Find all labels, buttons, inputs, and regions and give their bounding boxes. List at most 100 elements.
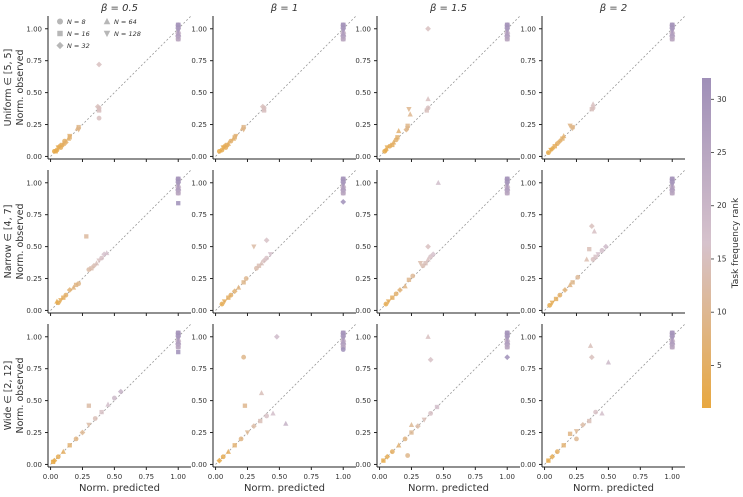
- data-point: [406, 107, 412, 113]
- x-axis-label: Norm. predicted: [244, 483, 325, 494]
- x-tick-label: 1.00: [170, 473, 186, 481]
- data-point: [340, 187, 347, 194]
- data-point: [175, 330, 181, 336]
- data-point: [92, 416, 98, 421]
- x-tick-label: 0.75: [468, 473, 484, 481]
- colorbar-tick-label: 30: [717, 95, 727, 104]
- data-point: [425, 243, 431, 250]
- panel-r0-c0: 0.00 0.25 0.50 0.75 1.00: [26, 15, 192, 162]
- colorbar-tick-label: 10: [717, 308, 727, 317]
- data-point: [62, 139, 69, 146]
- y-tick-label: 1.00: [191, 333, 207, 341]
- data-point: [599, 410, 605, 416]
- cluster-at-one: [669, 176, 676, 196]
- legend-entry: N = 8: [57, 18, 86, 26]
- y-tick-label: 0.00: [520, 307, 536, 315]
- data-point: [99, 255, 105, 261]
- data-point: [396, 128, 402, 134]
- data-point: [225, 448, 231, 454]
- x-tick-label: 0.25: [569, 473, 585, 481]
- y-tick-label: 0.25: [355, 275, 371, 283]
- y-tick-label: 0.25: [520, 275, 536, 283]
- data-point: [225, 140, 231, 146]
- data-point: [216, 457, 223, 464]
- y-tick-label: 0.00: [26, 153, 42, 161]
- data-point: [545, 150, 551, 156]
- x-tick-label: 0.25: [240, 473, 256, 481]
- data-point: [283, 420, 289, 426]
- y-tick-label: 0.75: [26, 211, 42, 219]
- data-point: [256, 263, 262, 268]
- data-point: [175, 33, 182, 40]
- y-tick-label: 1.00: [520, 179, 536, 187]
- data-point: [93, 260, 100, 266]
- data-point: [383, 147, 389, 153]
- data-point: [390, 139, 397, 145]
- panel-r0-c1: 0.00 0.25 0.50 0.75 1.00: [191, 15, 357, 162]
- data-point: [96, 61, 102, 68]
- y-tick-label: 0.25: [26, 275, 42, 283]
- data-point: [546, 458, 551, 463]
- x-tick-label: 0.25: [404, 473, 420, 481]
- data-point: [669, 187, 676, 194]
- x-tick-label: 0.50: [107, 473, 123, 481]
- column-title: β = 1.5: [429, 3, 467, 14]
- x-tick-label: 0.75: [633, 473, 649, 481]
- legend-marker: [103, 30, 111, 38]
- data-point: [84, 234, 89, 239]
- data-point: [241, 280, 246, 285]
- x-tick-label: 0.00: [208, 473, 224, 481]
- data-point: [421, 417, 427, 423]
- identity-line: [215, 15, 357, 157]
- data-point: [220, 454, 226, 460]
- data-point: [602, 243, 609, 250]
- y-tick-label: 0.00: [191, 461, 207, 469]
- data-point: [258, 390, 265, 396]
- data-point: [417, 261, 424, 267]
- panel-r1-c3: 0.00 0.25 0.50 0.75 1.00: [520, 169, 686, 316]
- data-point: [504, 176, 510, 182]
- data-point: [397, 287, 403, 293]
- y-tick-label: 0.50: [191, 89, 207, 97]
- identity-line: [379, 323, 521, 465]
- y-tick-label: 0.00: [26, 461, 42, 469]
- data-point: [65, 135, 72, 141]
- data-point: [570, 280, 575, 285]
- data-point: [405, 126, 411, 132]
- y-tick-label: 0.75: [520, 57, 536, 65]
- row-label: Uniform ∈ [5, 5]: [3, 49, 14, 127]
- data-point: [434, 404, 440, 410]
- y-tick-label: 0.50: [355, 397, 371, 405]
- data-point: [55, 454, 61, 460]
- data-point: [605, 359, 612, 365]
- y-tick-label: 0.75: [191, 211, 207, 219]
- data-point: [67, 133, 73, 139]
- data-point: [86, 422, 92, 428]
- identity-line: [379, 169, 521, 311]
- panel-r1-c1: 0.00 0.25 0.50 0.75 1.00: [191, 169, 357, 316]
- data-point: [556, 138, 563, 145]
- x-tick-label: 0.75: [139, 473, 155, 481]
- cluster-at-one: [175, 22, 182, 42]
- data-point: [504, 33, 511, 40]
- colorbar-tick-label: 20: [717, 201, 727, 210]
- x-axis-label: Norm. predicted: [408, 483, 489, 494]
- legend-label: N = 128: [114, 30, 141, 38]
- data-point: [239, 125, 246, 131]
- y-tick-label: 1.00: [191, 179, 207, 187]
- colorbar-tick-label: 15: [717, 254, 727, 263]
- data-point: [58, 298, 64, 304]
- cluster-at-one: [504, 22, 511, 42]
- data-point: [423, 261, 428, 266]
- data-point: [270, 410, 276, 416]
- legend-label: N = 32: [67, 42, 90, 50]
- y-tick-label: 0.25: [355, 429, 371, 437]
- data-point: [587, 247, 592, 252]
- data-point: [549, 300, 555, 306]
- panel-r2-c1: 0.00 0.25 0.50 0.75 1.00 0.00 0.25 0.50 0.75 1.00…: [191, 323, 357, 494]
- y-tick-label: 0.00: [26, 307, 42, 315]
- identity-line: [50, 15, 192, 157]
- data-point: [54, 298, 60, 304]
- data-point: [395, 135, 400, 140]
- data-point: [74, 125, 81, 131]
